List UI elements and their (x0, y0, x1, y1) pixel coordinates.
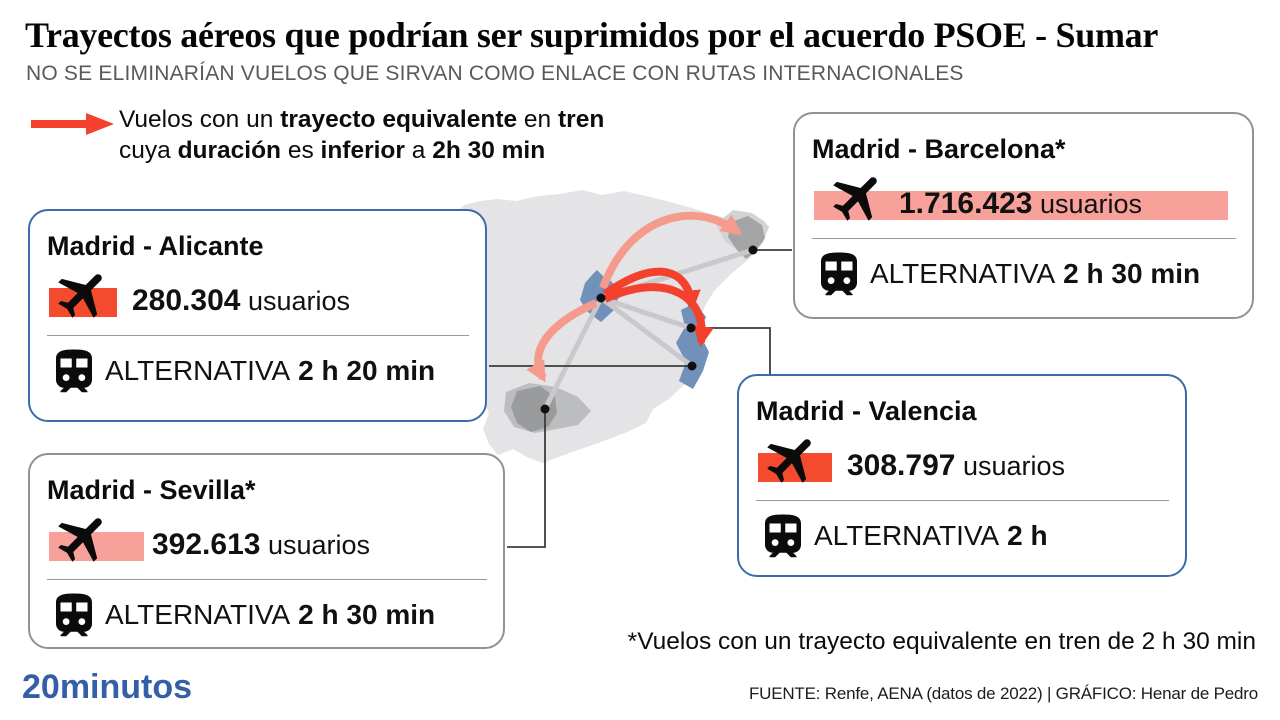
city-dot-valencia (686, 323, 696, 333)
legend-seg: 2h 30 min (432, 137, 546, 164)
legend-seg: inferior (320, 137, 405, 164)
route-title: Madrid - Sevilla* (47, 475, 256, 505)
users-text: 280.304 usuarios (132, 284, 350, 318)
logo-number: 20 (22, 668, 60, 706)
flight-arrow-sevilla (526, 299, 598, 383)
route-card-alicante: Madrid - Alicante 280.304 usuarios ALTER… (28, 209, 487, 422)
users-suffix: usuarios (1039, 189, 1143, 219)
connector-sevilla (507, 409, 546, 548)
legend-seg: tren (558, 106, 605, 133)
users-value: 392.613 (152, 528, 261, 561)
route-title: Madrid - Valencia (756, 396, 977, 426)
publisher-logo: 20minutos (22, 668, 192, 707)
users-suffix: usuarios (247, 286, 351, 316)
train-row: ALTERNATIVA 2 h (756, 508, 1175, 568)
flight-arrow-alicante (603, 283, 714, 348)
plane-icon (767, 439, 811, 483)
alternative-label: ALTERNATIVA (105, 599, 291, 630)
route-title: Madrid - Alicante (47, 231, 264, 261)
city-dot-barcelona (748, 245, 758, 255)
card-divider (47, 335, 469, 336)
route-card-sevilla: Madrid - Sevilla* 392.613 usuarios ALTER… (28, 453, 505, 649)
users-row: 280.304 usuarios (49, 274, 471, 331)
users-suffix: usuarios (267, 530, 371, 560)
plane-icon (833, 177, 877, 221)
city-dot-sevilla (540, 404, 550, 414)
train-icon (56, 349, 92, 393)
flight-arrow-barcelona (599, 211, 743, 290)
users-value: 308.797 (847, 449, 956, 482)
alternative-label: ALTERNATIVA (870, 258, 1056, 289)
alternative-label: ALTERNATIVA (814, 520, 1000, 551)
users-row: 308.797 usuarios (758, 439, 1171, 496)
users-bar (814, 191, 1228, 220)
flight-arrow-valencia (602, 267, 701, 312)
legend-seg: Vuelos con un (119, 106, 281, 133)
route-line-madrid-valencia (598, 295, 694, 331)
route-card-valencia: Madrid - Valencia 308.797 usuarios ALTER… (737, 374, 1187, 577)
legend-arrow-icon (31, 113, 114, 135)
users-value: 280.304 (132, 284, 241, 317)
legend-seg: a (404, 137, 433, 164)
legend-seg: es (281, 137, 321, 164)
legend-seg: cuya (119, 137, 178, 164)
legend-seg: duración (177, 137, 282, 164)
alternative-time: 2 h 30 min (298, 599, 436, 630)
legend-seg: trayecto equivalente (280, 106, 518, 133)
users-text: 1.716.423 usuarios (899, 187, 1142, 221)
route-line-madrid-alicante (598, 295, 695, 369)
alternative-time: 2 h 30 min (1063, 258, 1201, 289)
legend-line-2: cuya duración es inferior a 2h 30 min (119, 135, 604, 166)
alternative-time: 2 h 20 min (298, 355, 436, 386)
plane-icon (58, 274, 102, 318)
legend-line-1: Vuelos con un trayecto equivalente en tr… (119, 104, 604, 135)
users-row: 392.613 usuarios (49, 518, 489, 575)
train-icon (821, 252, 857, 296)
route-title: Madrid - Barcelona* (812, 134, 1066, 164)
alternative-label: ALTERNATIVA (105, 355, 291, 386)
users-value: 1.716.423 (899, 187, 1033, 220)
train-row: ALTERNATIVA 2 h 30 min (47, 587, 493, 647)
alternative-time: 2 h (1007, 520, 1048, 551)
footnote: *Vuelos con un trayecto equivalente en t… (627, 628, 1256, 655)
alternative-text: ALTERNATIVA 2 h 20 min (105, 355, 435, 387)
plane-icon (58, 518, 102, 562)
city-dot-madrid (596, 293, 606, 303)
page-title: Trayectos aéreos que podrían ser suprimi… (25, 15, 1159, 55)
card-divider (756, 500, 1169, 501)
users-text: 308.797 usuarios (847, 449, 1065, 483)
train-icon (56, 593, 92, 637)
source-credit: FUENTE: Renfe, AENA (datos de 2022) | GR… (748, 684, 1258, 703)
card-connectors (489, 249, 792, 548)
train-row: ALTERNATIVA 2 h 30 min (812, 246, 1242, 306)
users-text: 392.613 usuarios (152, 528, 370, 562)
alternative-text: ALTERNATIVA 2 h 30 min (870, 258, 1200, 290)
route-line-madrid-sevilla (542, 295, 604, 412)
logo-word: minutos (59, 668, 193, 706)
users-row: 1.716.423 usuarios (814, 177, 1238, 234)
train-icon (765, 514, 801, 558)
users-suffix: usuarios (962, 451, 1066, 481)
legend-text: Vuelos con un trayecto equivalente en tr… (119, 104, 604, 166)
alternative-text: ALTERNATIVA 2 h 30 min (105, 599, 435, 631)
spain-map (446, 190, 792, 548)
route-card-barcelona: Madrid - Barcelona* 1.716.423 usuarios A… (793, 112, 1254, 319)
city-dot-alicante (687, 361, 697, 371)
alternative-text: ALTERNATIVA 2 h (814, 520, 1048, 552)
page-subtitle: NO SE ELIMINARÍAN VUELOS QUE SIRVAN COMO… (26, 62, 964, 85)
connector-valencia (691, 327, 771, 374)
card-divider (47, 579, 487, 580)
card-divider (812, 238, 1236, 239)
city-dots (540, 245, 758, 414)
train-row: ALTERNATIVA 2 h 20 min (47, 343, 475, 403)
legend-seg: en (517, 106, 558, 133)
